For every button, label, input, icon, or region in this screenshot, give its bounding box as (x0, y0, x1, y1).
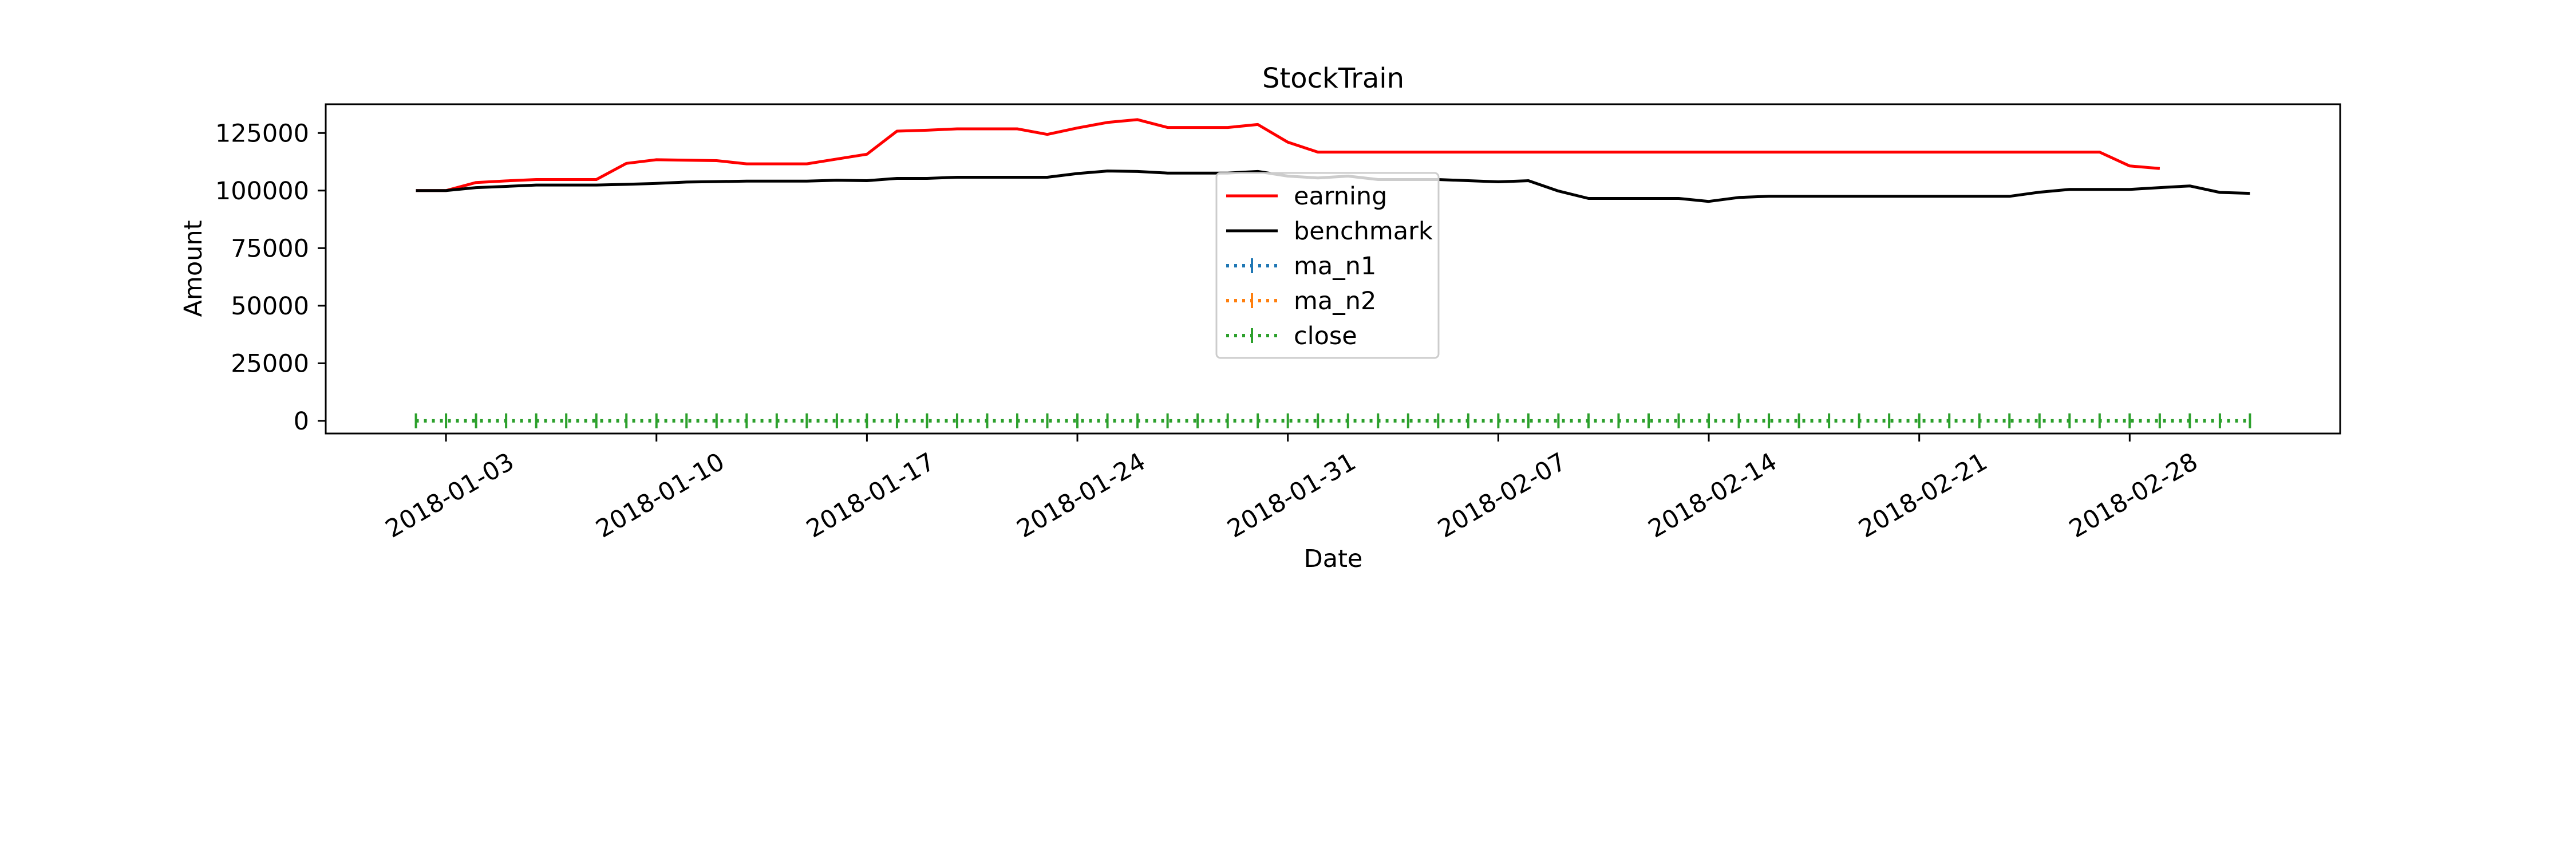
legend-label-benchmark: benchmark (1294, 217, 1433, 246)
legend-label-ma_n2: ma_n2 (1294, 287, 1376, 316)
plot-area (414, 118, 2251, 428)
plot-frame (325, 103, 2341, 435)
legend-label-close: close (1294, 322, 1357, 350)
y-axis: 0 25000 50000 75000 100000 125000 (215, 119, 326, 436)
chart-title: StockTrain (1262, 62, 1404, 94)
y-tick-label-0: 0 (294, 407, 309, 436)
y-tick-label-5: 125000 (215, 119, 309, 148)
y-tick-label-1: 25000 (231, 349, 309, 378)
legend-label-earning: earning (1294, 182, 1387, 211)
x-axis-label: Date (1304, 545, 1363, 573)
legend-label-ma_n1: ma_n1 (1294, 252, 1376, 281)
legend-box (1215, 172, 1440, 359)
series-earning-line (416, 118, 2160, 192)
y-tick-label-2: 50000 (231, 292, 309, 321)
y-tick-label-4: 100000 (215, 177, 309, 206)
y-tick-label-3: 75000 (231, 234, 309, 263)
y-axis-label: Amount (179, 220, 208, 317)
